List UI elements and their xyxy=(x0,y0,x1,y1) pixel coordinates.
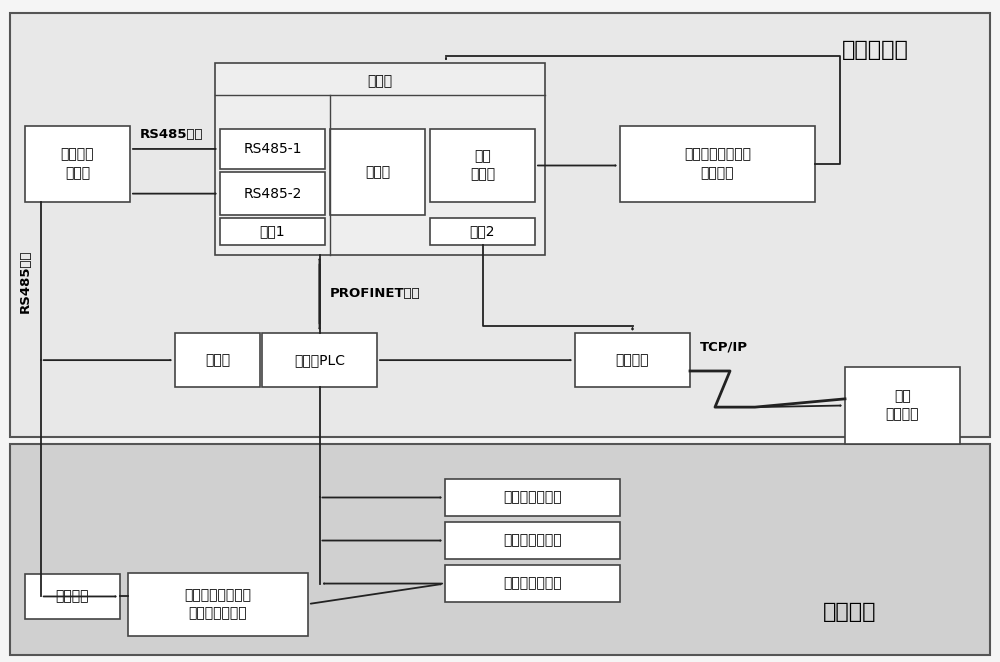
Text: 控制柜: 控制柜 xyxy=(205,353,230,367)
Text: 中央控制室: 中央控制室 xyxy=(842,40,908,60)
Bar xyxy=(445,479,620,516)
Text: 采集现场所有设备
的运行状态信号: 采集现场所有设备 的运行状态信号 xyxy=(184,588,252,620)
Text: RS485-2: RS485-2 xyxy=(243,187,302,201)
Text: 气动阀、调节阀: 气动阀、调节阀 xyxy=(503,534,562,547)
Bar xyxy=(215,63,545,255)
Bar xyxy=(25,126,130,202)
Bar xyxy=(220,172,325,215)
Text: 网卡2: 网卡2 xyxy=(470,224,495,239)
Bar xyxy=(128,573,308,636)
Text: RS485-1: RS485-1 xyxy=(243,142,302,156)
Bar xyxy=(220,218,325,245)
Text: 无线路由: 无线路由 xyxy=(616,353,649,367)
Text: RS485总线: RS485总线 xyxy=(19,250,32,312)
Bar xyxy=(220,129,325,169)
Bar xyxy=(620,126,815,202)
Bar xyxy=(575,333,690,387)
Bar xyxy=(445,565,620,602)
Text: 手持
移动设备: 手持 移动设备 xyxy=(886,389,919,422)
Text: 数据库: 数据库 xyxy=(367,74,393,89)
Bar xyxy=(262,333,377,387)
Bar xyxy=(10,444,990,655)
Text: TCP/IP: TCP/IP xyxy=(700,340,748,354)
Bar xyxy=(430,218,535,245)
Text: 生产现场: 生产现场 xyxy=(823,602,877,622)
Bar xyxy=(845,367,960,444)
Text: 现场仪表: 现场仪表 xyxy=(56,589,89,604)
Bar xyxy=(445,522,620,559)
Bar xyxy=(25,574,120,619)
Text: 现场各类传感器: 现场各类传感器 xyxy=(503,577,562,591)
Text: 各类泵、电机等: 各类泵、电机等 xyxy=(503,491,562,504)
Text: 机器人装
瓶系统: 机器人装 瓶系统 xyxy=(61,148,94,180)
Text: PROFINET总线: PROFINET总线 xyxy=(330,287,420,301)
Bar xyxy=(430,129,535,202)
Bar xyxy=(175,333,260,387)
Bar xyxy=(330,129,425,215)
Text: 网卡1: 网卡1 xyxy=(260,224,285,239)
Text: 西门子PLC: 西门子PLC xyxy=(294,353,345,367)
Bar xyxy=(10,13,990,437)
Text: 监控整个白酒酿造
发酵过程: 监控整个白酒酿造 发酵过程 xyxy=(684,148,751,180)
Text: RS485总线: RS485总线 xyxy=(140,128,204,141)
Text: 工控机: 工控机 xyxy=(365,165,390,179)
Text: 高清
显示器: 高清 显示器 xyxy=(470,150,495,181)
